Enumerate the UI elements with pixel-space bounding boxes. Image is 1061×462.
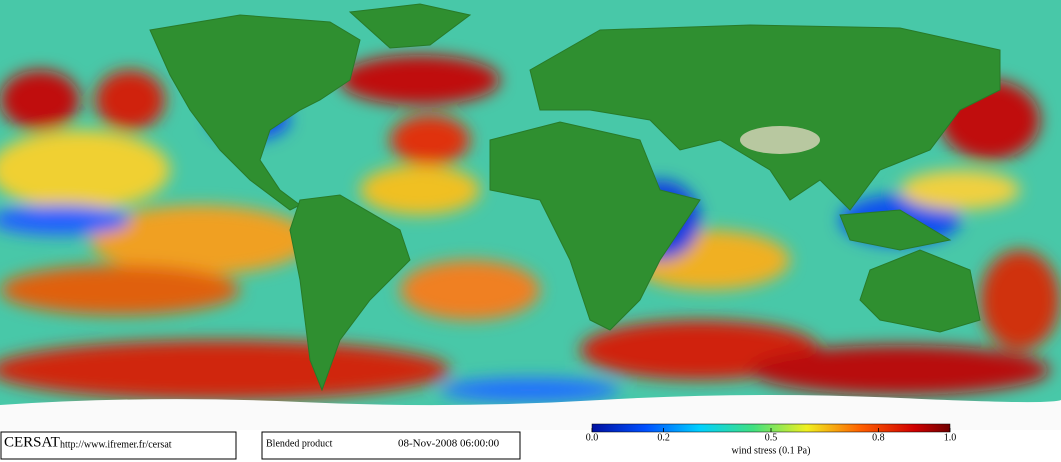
date: 08-Nov-2008 06:00:00 — [398, 438, 500, 450]
antarctica — [0, 394, 1061, 432]
colorbar-tick-label: 0.5 — [765, 432, 778, 443]
product: Blended product — [266, 438, 333, 449]
logo: CERSAT — [4, 434, 60, 450]
colorbar-tick-label: 0.0 — [586, 432, 599, 443]
colorbar-tick-label: 0.2 — [657, 432, 670, 443]
colorbar-label: wind stress (0.1 Pa) — [732, 445, 811, 456]
url: http://www.ifremer.fr/cersat — [60, 439, 172, 450]
colorbar-tick-label: 1.0 — [944, 432, 957, 443]
land — [149, 3, 1001, 392]
colorbar-tick-label: 0.8 — [872, 432, 885, 443]
logo-box — [0, 431, 237, 460]
product-box — [261, 431, 521, 460]
